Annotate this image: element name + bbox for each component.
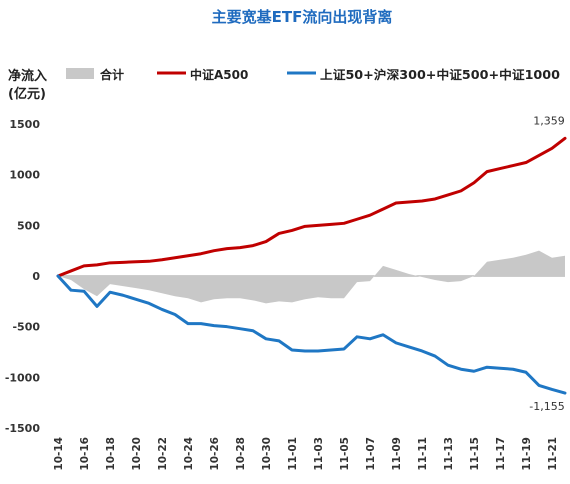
- x-tick-label: 10-30: [261, 437, 273, 471]
- x-tick-label: 11-01: [287, 437, 299, 471]
- x-tick-label: 11-21: [547, 437, 559, 471]
- x-tick-label: 11-11: [417, 437, 429, 471]
- y-tick-label: 1500: [9, 118, 40, 131]
- plot-area: 1,359 -1,155: [56, 114, 567, 413]
- x-tick-label: 11-19: [521, 437, 533, 471]
- legend-label-combined: 上证50+沪深300+中证500+中证1000: [320, 67, 560, 82]
- chart-title: 主要宽基ETF流向出现背离: [212, 8, 393, 26]
- x-tick-label: 10-28: [235, 437, 247, 471]
- x-tick-label: 11-15: [469, 437, 481, 471]
- x-tick-label: 11-13: [443, 437, 455, 471]
- x-tick-label: 10-24: [183, 437, 195, 471]
- series-line-a500: [56, 136, 567, 278]
- x-tick-label: 10-16: [79, 437, 91, 471]
- legend-label-total: 合计: [100, 67, 124, 82]
- y-tick-label: 500: [17, 219, 40, 232]
- y-tick-label: -1500: [5, 422, 41, 435]
- series-area-total: [58, 250, 565, 304]
- y-axis: 1500 1000 500 0 -500 -1000 -1500: [5, 118, 41, 435]
- y-tick-label: -500: [12, 321, 40, 334]
- x-tick-label: 10-14: [53, 437, 65, 471]
- x-tick-label: 11-09: [391, 437, 403, 471]
- x-tick-label: 10-18: [105, 437, 117, 471]
- legend-swatch-total: [66, 68, 94, 79]
- data-label-a500-end: 1,359: [533, 114, 565, 127]
- x-tick-label: 11-03: [313, 437, 325, 471]
- y-tick-label: 1000: [9, 169, 40, 182]
- y-axis-label-line2: (亿元): [8, 86, 46, 102]
- x-tick-label: 10-22: [157, 437, 169, 471]
- series-line-combined: [56, 274, 567, 395]
- legend-label-a500: 中证A500: [190, 67, 248, 82]
- y-axis-label-line1: 净流入: [8, 68, 47, 84]
- y-tick-label: 0: [32, 270, 40, 283]
- legend: 合计 中证A500 上证50+沪深300+中证500+中证1000: [66, 67, 560, 82]
- data-label-combined-end: -1,155: [529, 400, 564, 413]
- x-tick-label: 10-26: [209, 437, 221, 471]
- y-tick-label: -1000: [5, 371, 41, 384]
- x-tick-label: 11-17: [495, 437, 507, 471]
- x-axis: 10-14 10-16 10-18 10-20 10-22 10-24 10-26 10-28…: [53, 437, 559, 471]
- x-tick-label: 11-07: [365, 437, 377, 471]
- x-tick-label: 11-05: [339, 437, 351, 471]
- x-tick-label: 10-20: [131, 437, 143, 471]
